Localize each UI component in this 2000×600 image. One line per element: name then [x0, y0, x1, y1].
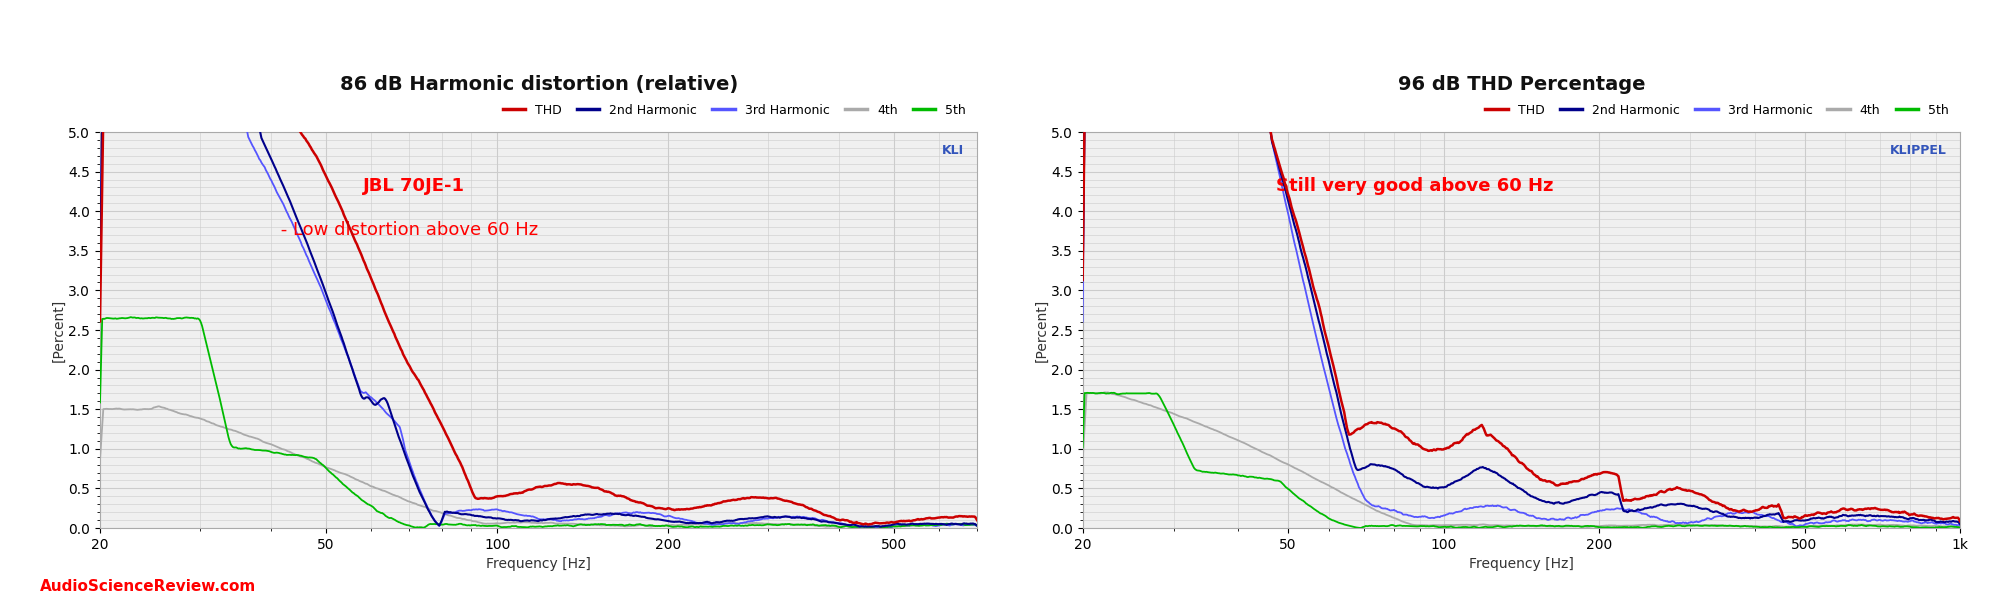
X-axis label: Frequency [Hz]: Frequency [Hz]: [1468, 557, 1574, 571]
Title: 86 dB Harmonic distortion (relative): 86 dB Harmonic distortion (relative): [340, 76, 738, 94]
Text: KLI: KLI: [942, 144, 964, 157]
Text: KLIPPEL: KLIPPEL: [1890, 144, 1946, 157]
Legend: THD, 2nd Harmonic, 3rd Harmonic, 4th, 5th: THD, 2nd Harmonic, 3rd Harmonic, 4th, 5t…: [498, 99, 972, 122]
Y-axis label: [Percent]: [Percent]: [52, 298, 66, 362]
Text: JBL 70JE-1: JBL 70JE-1: [364, 178, 466, 196]
Text: AudioScienceReview.com: AudioScienceReview.com: [40, 579, 256, 594]
Title: 96 dB THD Percentage: 96 dB THD Percentage: [1398, 76, 1646, 94]
Text: - Low distortion above 60 Hz: - Low distortion above 60 Hz: [276, 221, 538, 239]
Y-axis label: [Percent]: [Percent]: [1034, 298, 1048, 362]
X-axis label: Frequency [Hz]: Frequency [Hz]: [486, 557, 592, 571]
Text: Still very good above 60 Hz: Still very good above 60 Hz: [1276, 178, 1554, 196]
Legend: THD, 2nd Harmonic, 3rd Harmonic, 4th, 5th: THD, 2nd Harmonic, 3rd Harmonic, 4th, 5t…: [1480, 99, 1954, 122]
